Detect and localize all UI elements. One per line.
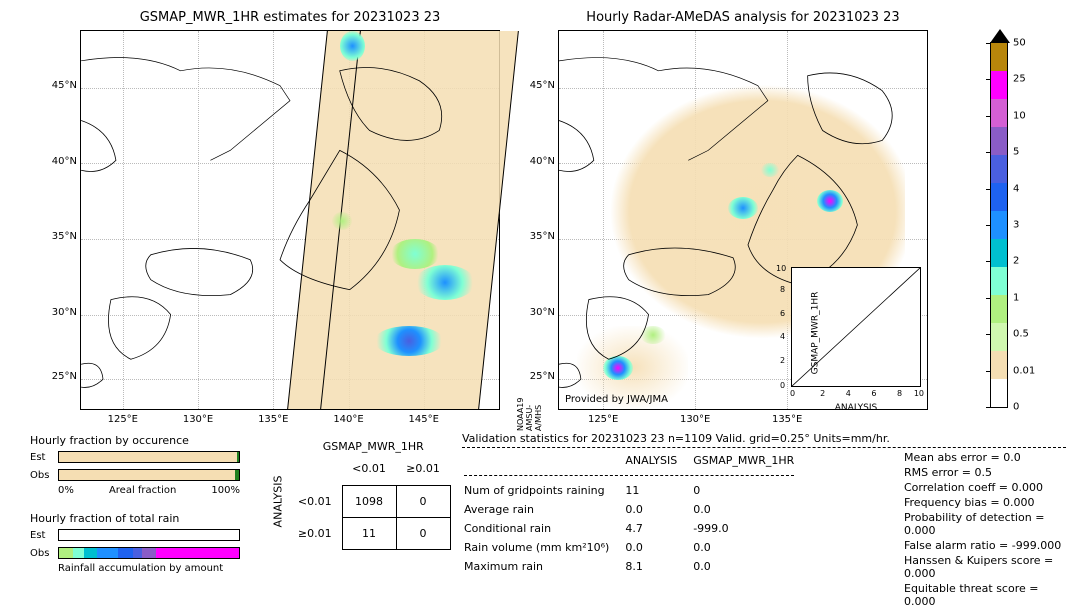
- provider-text: Provided by JWA/JMA: [565, 394, 668, 405]
- hourly-occurrence: Hourly fraction by occurence EstObs 0% A…: [30, 432, 240, 496]
- colorbar: 502510543210.50.010: [990, 42, 1008, 408]
- left-map: 45°N 40°N 35°N 30°N 25°N 125°E 130°E 135…: [80, 30, 500, 410]
- right-map-title: Hourly Radar-AMeDAS analysis for 2023102…: [558, 10, 928, 25]
- coastline-left: [81, 31, 499, 409]
- inset-scatter: ANALYSIS GSMAP_MWR_1HR 0 2 4 6 8 10 0 2 …: [791, 267, 921, 387]
- hourly-total: Hourly fraction of total rain EstObs Rai…: [30, 510, 240, 574]
- contingency-table: GSMAP_MWR_1HR ANALYSIS <0.01≥0.01 <0.01 …: [268, 440, 451, 550]
- right-map: 45°N 40°N 35°N 30°N 25°N 125°E 130°E 135…: [558, 30, 928, 410]
- left-map-title: GSMAP_MWR_1HR estimates for 20231023 23: [80, 10, 500, 25]
- satellite-pass-label: NOAA19 AMSU-A/MHS: [516, 398, 543, 432]
- validation-stats: Validation statistics for 20231023 23 n=…: [462, 432, 1066, 609]
